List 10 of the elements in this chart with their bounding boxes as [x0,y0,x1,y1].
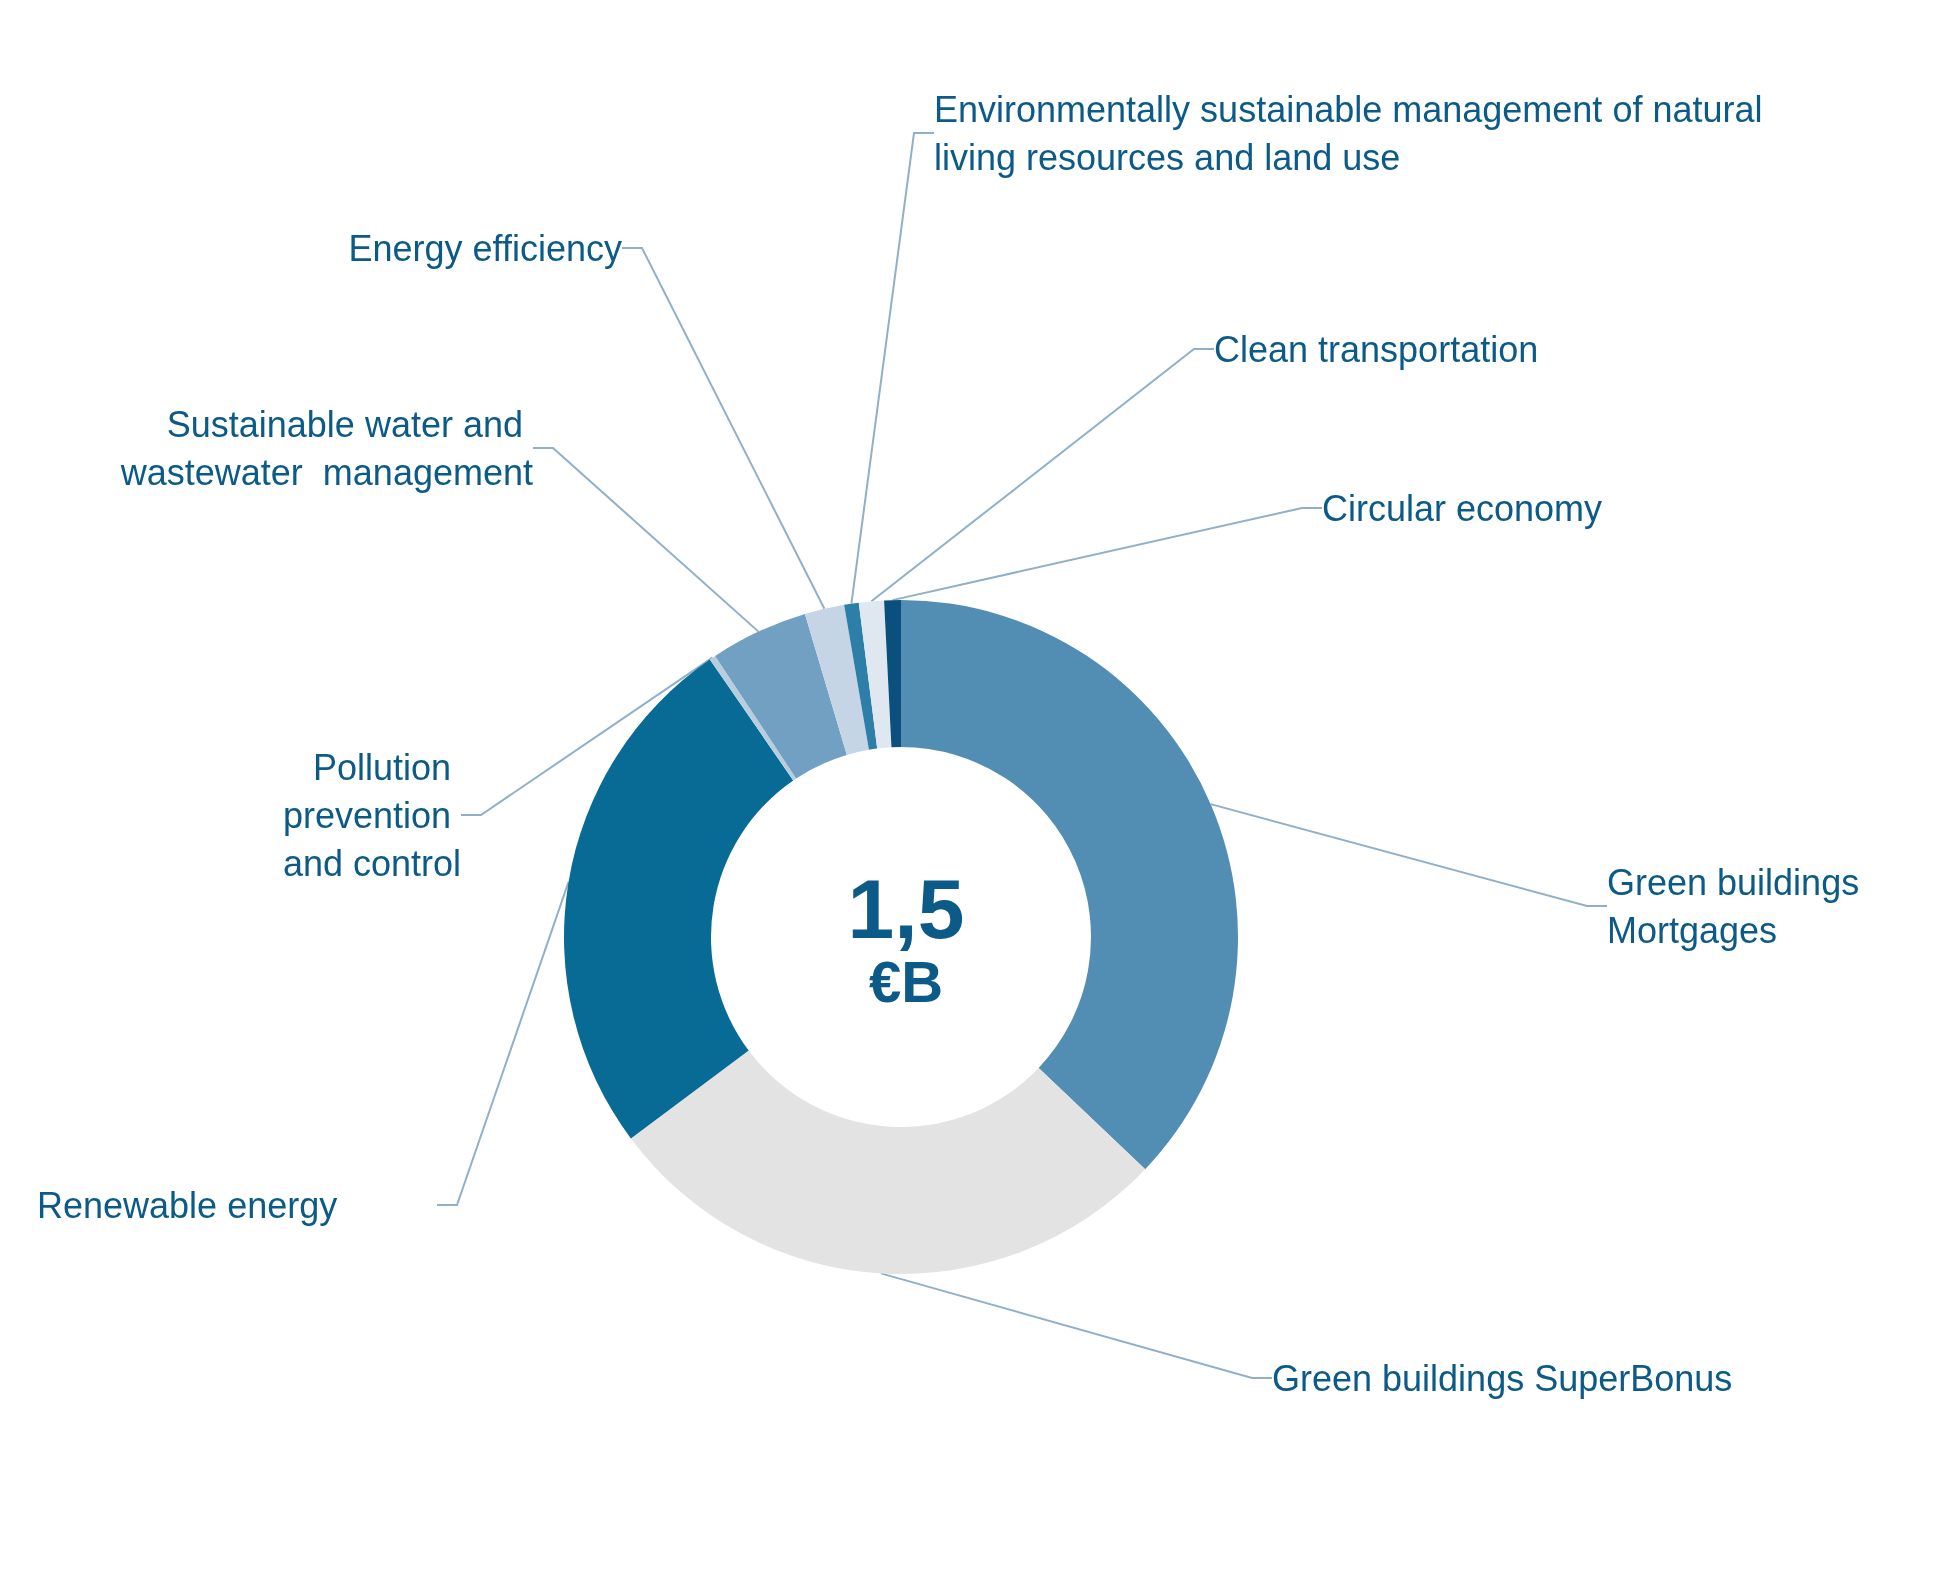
slice-label: Energy efficiency [348,227,622,269]
slice-label: Sustainable water and wastewater management [119,403,533,493]
text: 1,5 [847,862,965,956]
slice-label: Clean transportation [1214,328,1539,370]
slice-label: Pollution prevention and control [282,746,461,884]
slice-label: Green buildings SuperBonus [1272,1357,1733,1399]
slice-label: Green buildings Mortgages [1607,861,1870,951]
slice-label: Circular economy [1322,487,1603,529]
slice-label: Environmentally sustainable management of natural living resources and land use [934,88,1773,178]
slice-label: Renewable energy [37,1184,338,1226]
